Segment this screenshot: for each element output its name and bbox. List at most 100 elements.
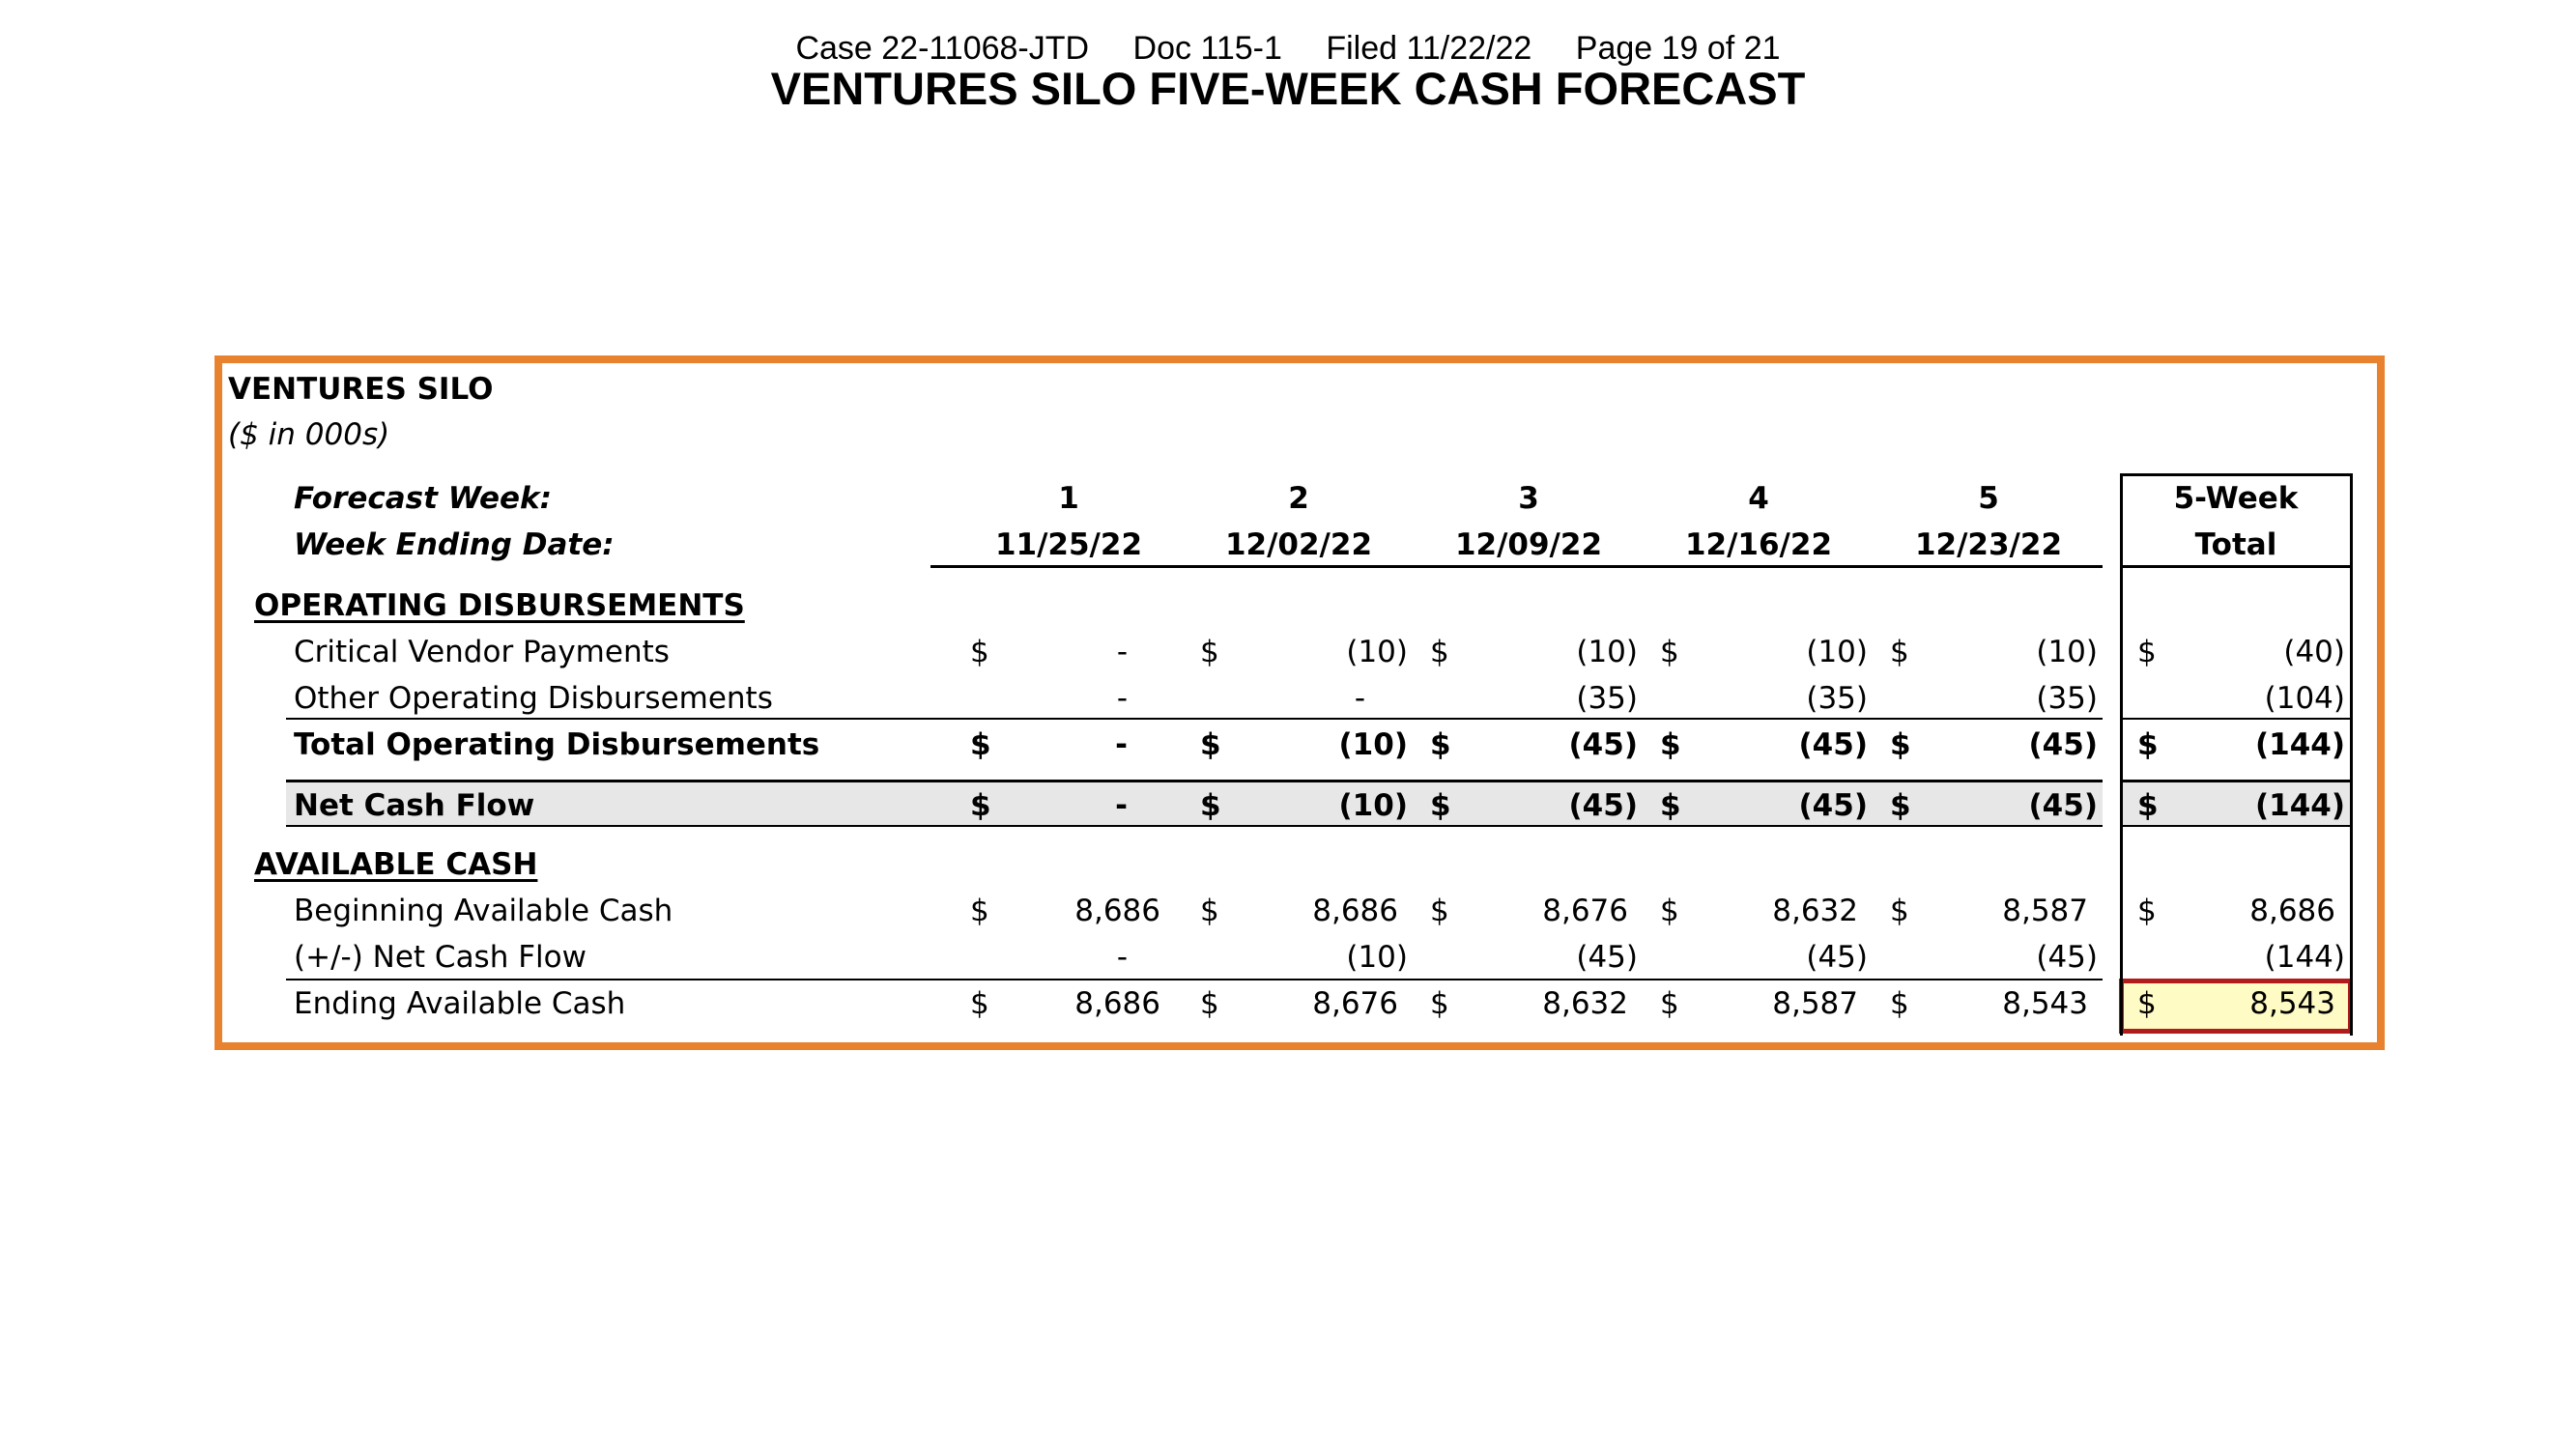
case-number: Case 22-11068-JTD (795, 30, 1090, 67)
entity-name: VENTURES SILO (228, 372, 494, 407)
beginning-cash-week-5: 8,587 (2002, 894, 2088, 928)
critical-vendor-week-3: (10) (1576, 635, 1638, 669)
week-number-5: 5 (1978, 481, 1999, 516)
page-indicator: Page 19 of 21 (1575, 30, 1781, 67)
ending-cash-week-1: 8,686 (1074, 986, 1160, 1021)
total-operating-week-4: (45) (1798, 727, 1868, 762)
plus-minus-ncf-week-2: (10) (1346, 940, 1408, 975)
dollar-sign: $ (970, 986, 989, 1021)
dollar-sign: $ (1660, 635, 1679, 669)
total-operating-week-1: - (1115, 727, 1128, 762)
net-cash-flow-label: Net Cash Flow (294, 788, 535, 823)
week-ending-date-1: 11/25/22 (994, 527, 1143, 562)
week-ending-date-3: 12/09/22 (1454, 527, 1603, 562)
critical-vendor-week-4: (10) (1806, 635, 1868, 669)
section-available-cash: AVAILABLE CASH (254, 847, 538, 882)
dollar-sign: $ (970, 635, 989, 669)
rule-above-net-cash-flow-total (2120, 780, 2353, 782)
net-cash-flow-week-5: (45) (2028, 788, 2098, 823)
forecast-week-label: Forecast Week: (294, 481, 553, 516)
units-note: ($ in 000s) (228, 417, 390, 452)
beginning-cash-week-4: 8,632 (1772, 894, 1858, 928)
week-number-1: 1 (1058, 481, 1079, 516)
total-operating-label: Total Operating Disbursements (294, 727, 820, 762)
total-operating-week-5: (45) (2028, 727, 2098, 762)
dollar-sign: $ (1430, 986, 1449, 1021)
dollar-sign: $ (1430, 727, 1451, 762)
dollar-sign: $ (1200, 894, 1219, 928)
net-cash-flow-total: (144) (2254, 788, 2345, 823)
plus-minus-ncf-label: (+/-) Net Cash Flow (294, 940, 587, 975)
net-cash-flow-week-2: (10) (1338, 788, 1408, 823)
ending-cash-week-4: 8,587 (1772, 986, 1858, 1021)
forecast-table-frame (215, 355, 2385, 1050)
header-underline-total (2120, 565, 2353, 568)
week-ending-date-4: 12/16/22 (1684, 527, 1833, 562)
other-operating-total: (104) (2264, 681, 2345, 716)
plus-minus-ncf-week-4: (45) (1806, 940, 1868, 975)
other-operating-week-4: (35) (1806, 681, 1868, 716)
other-operating-week-5: (35) (2036, 681, 2098, 716)
doc-number: Doc 115-1 (1132, 30, 1282, 67)
beginning-cash-week-1: 8,686 (1074, 894, 1160, 928)
critical-vendor-week-5: (10) (2036, 635, 2098, 669)
dollar-sign: $ (970, 894, 989, 928)
ending-cash-total: 8,543 (2249, 986, 2335, 1021)
dollar-sign: $ (1200, 727, 1221, 762)
total-header-line-1: 5-Week (2173, 481, 2299, 516)
dollar-sign: $ (1660, 986, 1679, 1021)
dollar-sign: $ (1200, 986, 1219, 1021)
rule-above-total-operating (286, 718, 2103, 720)
dollar-sign: $ (2137, 635, 2157, 669)
other-operating-week-3: (35) (1576, 681, 1638, 716)
net-cash-flow-week-4: (45) (1798, 788, 1868, 823)
other-operating-label: Other Operating Disbursements (294, 681, 773, 716)
rule-above-total-operating-total (2120, 718, 2353, 720)
section-operating-disbursements: OPERATING DISBURSEMENTS (254, 588, 745, 623)
plus-minus-ncf-week-3: (45) (1576, 940, 1638, 975)
total-column-top-border (2120, 473, 2353, 476)
beginning-cash-total: 8,686 (2249, 894, 2335, 928)
dollar-sign: $ (1200, 788, 1221, 823)
rule-below-net-cash-flow (286, 825, 2103, 827)
dollar-sign: $ (970, 788, 991, 823)
ending-cash-week-5: 8,543 (2002, 986, 2088, 1021)
total-column-left-border (2120, 473, 2123, 1036)
dollar-sign: $ (1890, 788, 1911, 823)
week-number-3: 3 (1518, 481, 1539, 516)
plus-minus-ncf-week-1: - (1116, 940, 1128, 975)
critical-vendor-label: Critical Vendor Payments (294, 635, 670, 669)
dollar-sign: $ (1890, 986, 1909, 1021)
week-number-2: 2 (1288, 481, 1309, 516)
rule-above-ending-cash (286, 979, 2103, 980)
dollar-sign: $ (1430, 788, 1451, 823)
week-ending-label: Week Ending Date: (294, 527, 615, 562)
other-operating-week-1: - (1116, 681, 1128, 716)
dollar-sign: $ (2137, 894, 2157, 928)
week-ending-date-5: 12/23/22 (1914, 527, 2063, 562)
plus-minus-ncf-week-5: (45) (2036, 940, 2098, 975)
total-operating-week-3: (45) (1568, 727, 1638, 762)
critical-vendor-week-1: - (1116, 635, 1128, 669)
dollar-sign: $ (1890, 894, 1909, 928)
plus-minus-ncf-total: (144) (2264, 940, 2345, 975)
rule-below-net-cash-flow-total (2120, 825, 2353, 827)
rule-above-net-cash-flow (286, 780, 2103, 782)
dollar-sign: $ (1890, 635, 1909, 669)
ending-cash-week-3: 8,632 (1542, 986, 1628, 1021)
case-header: Case 22-11068-JTD Doc 115-1 Filed 11/22/… (0, 29, 2576, 68)
ending-cash-week-2: 8,676 (1312, 986, 1398, 1021)
dollar-sign: $ (1890, 727, 1911, 762)
total-header-line-2: Total (2194, 527, 2277, 562)
dollar-sign: $ (1200, 635, 1219, 669)
dollar-sign: $ (1660, 727, 1681, 762)
week-ending-date-2: 12/02/22 (1224, 527, 1373, 562)
beginning-cash-week-2: 8,686 (1312, 894, 1398, 928)
filed-date: Filed 11/22/22 (1326, 30, 1532, 67)
dollar-sign: $ (1660, 894, 1679, 928)
critical-vendor-total: (40) (2283, 635, 2345, 669)
critical-vendor-week-2: (10) (1346, 635, 1408, 669)
net-cash-flow-shading (286, 782, 2103, 825)
dollar-sign: $ (2137, 727, 2159, 762)
total-operating-total: (144) (2254, 727, 2345, 762)
